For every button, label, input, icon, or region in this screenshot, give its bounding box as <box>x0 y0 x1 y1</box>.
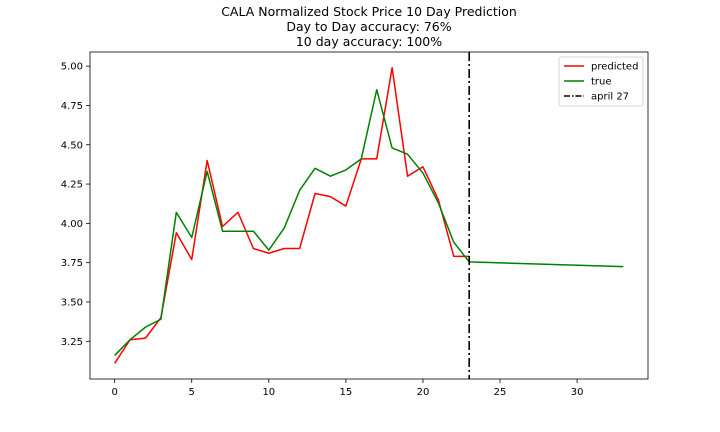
y-tick-label: 4.00 <box>61 219 83 230</box>
legend-label-predicted: predicted <box>591 62 638 73</box>
series-line-predicted <box>114 66 470 364</box>
x-tick-label: 25 <box>494 387 507 398</box>
y-tick-label: 5.00 <box>61 62 83 73</box>
title-line-1: CALA Normalized Stock Price 10 Day Predi… <box>221 4 517 19</box>
legend-label-true: true <box>591 77 612 88</box>
y-tick-label: 3.75 <box>61 258 83 269</box>
y-tick-label: 3.25 <box>61 337 83 348</box>
series-line-true <box>114 88 624 356</box>
x-tick-label: 5 <box>189 387 195 398</box>
plot-area <box>114 52 624 379</box>
axes-frame <box>89 51 649 380</box>
y-tick-label: 4.25 <box>61 180 83 191</box>
legend-box <box>558 56 644 107</box>
x-tick-label: 15 <box>340 387 353 398</box>
x-tick-label: 30 <box>571 387 584 398</box>
y-axis: 3.25 3.50 3.75 4.00 4.25 4.50 4.75 5.00 <box>61 62 90 348</box>
title-line-3: 10 day accuracy: 100% <box>296 34 442 49</box>
y-tick-label: 3.50 <box>61 297 83 308</box>
x-tick-label: 20 <box>417 387 430 398</box>
y-tick-label: 4.75 <box>61 101 83 112</box>
chart-title: CALA Normalized Stock Price 10 Day Predi… <box>221 4 517 49</box>
x-tick-label: 10 <box>262 387 275 398</box>
title-line-2: Day to Day accuracy: 76% <box>286 19 451 34</box>
x-tick-label: 0 <box>111 387 117 398</box>
legend: predicted true april 27 <box>558 56 644 107</box>
y-tick-label: 4.50 <box>61 140 83 151</box>
x-axis: 0 5 10 15 20 25 30 <box>111 379 583 398</box>
legend-label-april-27: april 27 <box>591 92 629 103</box>
